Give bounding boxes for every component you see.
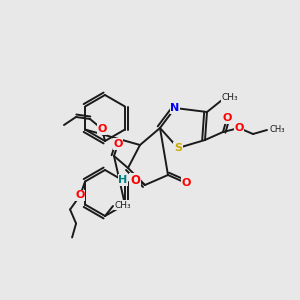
Text: O: O	[234, 123, 244, 133]
Text: CH₃: CH₃	[115, 200, 131, 209]
Text: N: N	[170, 103, 180, 113]
Text: CH₃: CH₃	[269, 125, 285, 134]
Text: H: H	[118, 175, 127, 185]
Text: S: S	[174, 143, 182, 153]
Text: O: O	[181, 178, 191, 188]
Text: O: O	[75, 190, 85, 200]
Text: O: O	[113, 139, 123, 149]
Text: O: O	[130, 173, 140, 187]
Text: O: O	[222, 113, 232, 123]
Text: O: O	[97, 124, 107, 134]
Text: CH₃: CH₃	[222, 94, 238, 103]
